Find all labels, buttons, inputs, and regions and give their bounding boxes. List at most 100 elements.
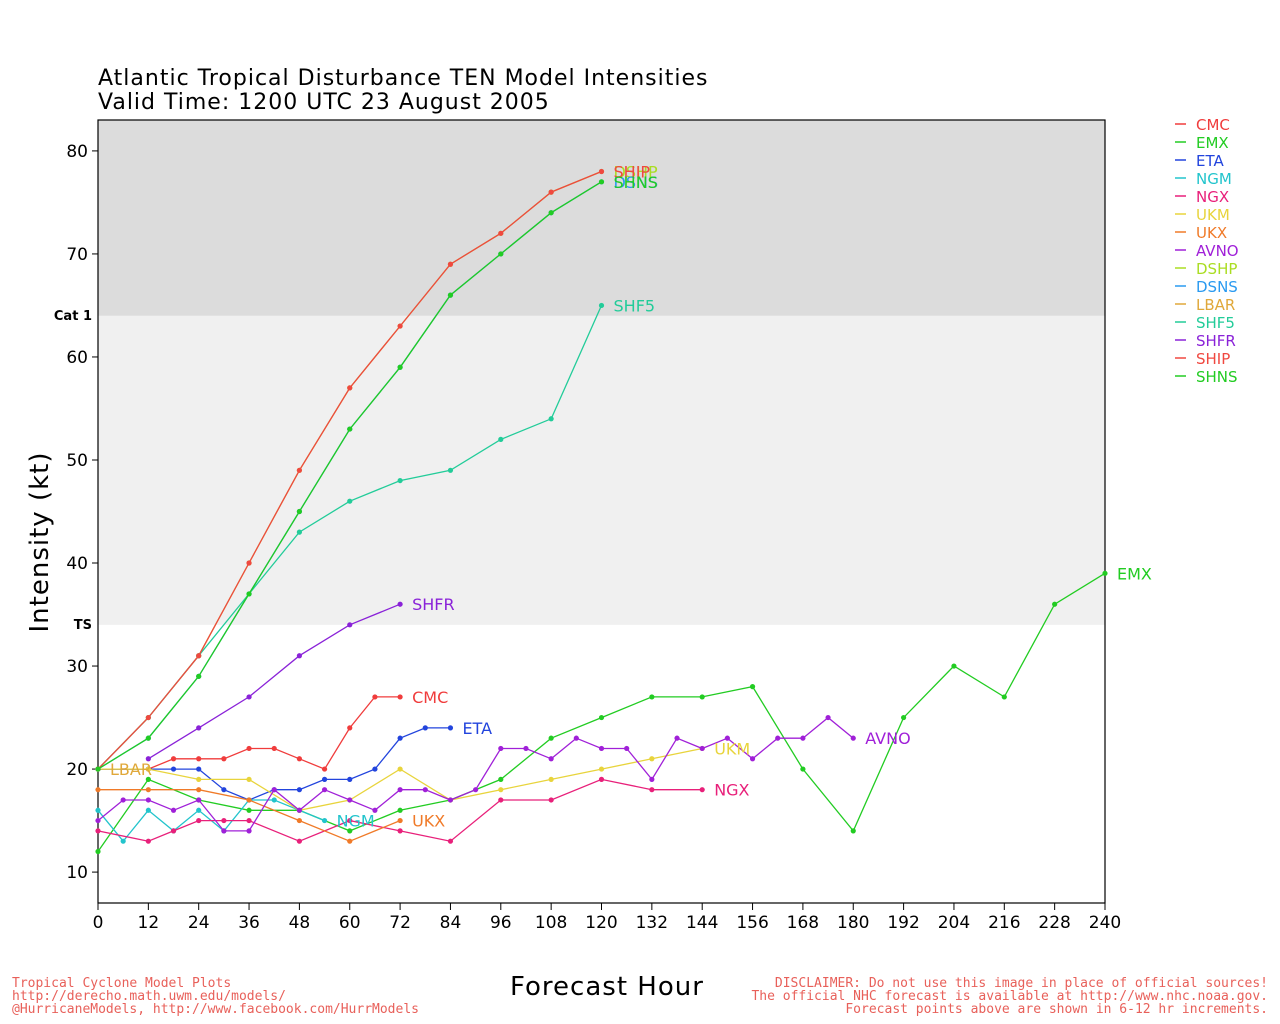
chart-subtitle: Valid Time: 1200 UTC 23 August 2005 bbox=[98, 90, 550, 115]
point-ngx bbox=[221, 817, 227, 824]
x-tick-label: 24 bbox=[188, 913, 210, 933]
point-ngx bbox=[649, 787, 655, 793]
point-ngx bbox=[598, 776, 605, 782]
point-avno bbox=[548, 756, 554, 762]
point-emx bbox=[548, 735, 554, 741]
point-cmc bbox=[271, 745, 277, 752]
legend-item-ukm: UKM bbox=[1196, 206, 1230, 224]
series-line-eta bbox=[98, 727, 451, 801]
point-ukm bbox=[196, 776, 202, 782]
series-lines bbox=[95, 168, 1108, 855]
footer-left-line2: http://derecho.math.uwm.edu/models/ bbox=[12, 989, 286, 1004]
legend-item-shfr: SHFR bbox=[1196, 332, 1236, 350]
point-shfr bbox=[397, 601, 403, 607]
category-bands: TS Cat 1 bbox=[54, 120, 1105, 633]
point-ngx bbox=[498, 797, 504, 803]
point-ship bbox=[598, 168, 605, 175]
x-tick-label: 192 bbox=[887, 913, 919, 933]
y-tick-label: 20 bbox=[66, 760, 88, 780]
point-ukm bbox=[397, 766, 403, 772]
point-emx bbox=[397, 807, 403, 813]
chart-axes: 10 20 30 40 50 60 70 80 0 12 24 36 48 60 72 84 96 108 120 1… bbox=[66, 119, 1121, 933]
point-avno bbox=[145, 797, 151, 803]
band-ts bbox=[98, 315, 1105, 625]
band-cat-1 bbox=[98, 120, 1105, 316]
point-ship bbox=[296, 467, 302, 473]
legend-item-dsns: DSNS bbox=[1196, 278, 1238, 296]
point-eta bbox=[221, 787, 227, 793]
point-emx bbox=[598, 714, 605, 721]
point-avno bbox=[523, 745, 529, 752]
point-ngx bbox=[397, 828, 403, 834]
point-ngx bbox=[196, 817, 202, 824]
point-cmc bbox=[397, 694, 403, 700]
point-avno bbox=[800, 735, 806, 741]
end-label-emx: EMX bbox=[1117, 564, 1152, 583]
point-ngx bbox=[246, 817, 252, 824]
legend-item-ngx: NGX bbox=[1196, 188, 1229, 206]
point-ship bbox=[145, 714, 151, 721]
x-tick-label: 60 bbox=[339, 913, 361, 933]
legend-item-emx: EMX bbox=[1196, 134, 1229, 152]
point-avno bbox=[724, 735, 730, 741]
end-label-ngx: NGX bbox=[714, 781, 749, 800]
point-ship bbox=[196, 653, 202, 659]
point-ngm bbox=[271, 797, 277, 803]
legend-item-lbar: LBAR bbox=[1196, 296, 1235, 314]
x-tick-label: 12 bbox=[138, 913, 160, 933]
x-tick-label: 204 bbox=[938, 913, 970, 933]
point-shns bbox=[447, 292, 454, 298]
point-avno bbox=[699, 745, 705, 752]
x-tick-label: 108 bbox=[535, 913, 567, 933]
point-cmc bbox=[321, 766, 328, 772]
point-ngm bbox=[120, 838, 126, 844]
point-ngx bbox=[699, 787, 705, 793]
y-tick-label: 60 bbox=[66, 348, 88, 368]
point-avno bbox=[498, 745, 504, 752]
point-shns bbox=[95, 766, 101, 772]
point-ukm bbox=[649, 756, 655, 762]
y-tick-label: 50 bbox=[66, 451, 88, 471]
footer-right-line3: Forecast points above are shown in 6-12 … bbox=[845, 1002, 1268, 1017]
y-tick-label: 70 bbox=[66, 245, 88, 265]
point-ship bbox=[347, 385, 353, 391]
point-shf5 bbox=[548, 416, 554, 422]
legend-item-ship: SHIP bbox=[1196, 350, 1230, 368]
point-shf5 bbox=[296, 529, 302, 535]
point-shfr bbox=[296, 653, 302, 659]
band-label-cat-1: Cat 1 bbox=[54, 309, 92, 324]
point-ngx bbox=[548, 797, 554, 803]
point-avno bbox=[473, 787, 479, 793]
series-line-ukm bbox=[98, 747, 703, 811]
point-ukx bbox=[246, 797, 252, 803]
point-eta bbox=[422, 725, 428, 731]
point-avno bbox=[221, 828, 227, 834]
end-label-dsns: DSNS bbox=[614, 173, 659, 192]
x-tick-label: 48 bbox=[289, 913, 311, 933]
point-emx bbox=[1102, 570, 1108, 576]
end-label-ukx: UKX bbox=[412, 812, 445, 831]
point-ukm bbox=[145, 766, 151, 772]
point-emx bbox=[95, 848, 101, 855]
point-ngm bbox=[95, 807, 101, 813]
footer-right-line2: The official NHC forecast is available a… bbox=[751, 989, 1268, 1004]
end-label-ngm: NGM bbox=[337, 812, 375, 831]
point-avno bbox=[850, 735, 856, 741]
point-ukx bbox=[296, 817, 302, 824]
point-shns bbox=[196, 673, 202, 679]
point-ukm bbox=[598, 766, 605, 772]
x-tick-label: 228 bbox=[1038, 913, 1070, 933]
x-tick-label: 96 bbox=[490, 913, 512, 933]
point-cmc bbox=[170, 756, 177, 762]
point-ukm bbox=[548, 776, 554, 782]
point-emx bbox=[649, 694, 655, 700]
point-ukx bbox=[397, 817, 403, 824]
point-avno bbox=[271, 787, 277, 793]
point-shfr bbox=[145, 756, 151, 762]
point-ship bbox=[447, 261, 454, 267]
point-shns bbox=[548, 210, 554, 216]
point-eta bbox=[170, 766, 177, 772]
legend: CMCEMXETANGMNGXUKMUKXAVNODSHPDSNSLBARSHF… bbox=[1175, 116, 1239, 386]
